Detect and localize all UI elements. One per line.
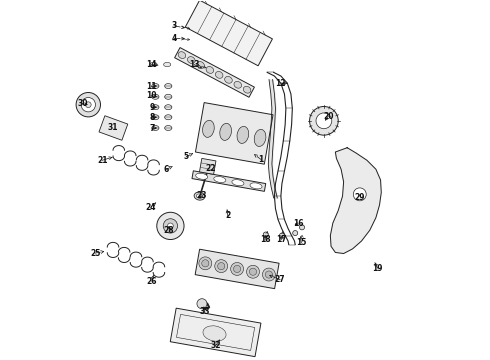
Ellipse shape	[152, 94, 159, 99]
Text: 32: 32	[210, 341, 221, 350]
Text: 31: 31	[108, 123, 118, 132]
Ellipse shape	[194, 192, 205, 200]
Polygon shape	[170, 308, 261, 357]
Circle shape	[215, 260, 228, 273]
Text: 20: 20	[323, 112, 334, 121]
Polygon shape	[185, 0, 272, 66]
Circle shape	[249, 268, 257, 275]
Text: 30: 30	[77, 99, 88, 108]
Text: 3: 3	[172, 21, 176, 30]
Text: 6: 6	[164, 165, 169, 174]
Ellipse shape	[178, 52, 186, 59]
Text: 27: 27	[275, 275, 286, 284]
Ellipse shape	[164, 62, 171, 67]
Ellipse shape	[214, 176, 226, 183]
Circle shape	[76, 93, 100, 117]
Polygon shape	[330, 148, 381, 253]
Ellipse shape	[203, 326, 226, 341]
Text: 11: 11	[146, 82, 156, 91]
Text: 19: 19	[372, 264, 383, 273]
Text: 10: 10	[146, 91, 156, 100]
Ellipse shape	[152, 126, 159, 131]
Text: 5: 5	[184, 152, 189, 161]
Text: 16: 16	[293, 219, 303, 228]
Circle shape	[85, 102, 91, 108]
Text: 15: 15	[296, 238, 306, 247]
Text: 14: 14	[147, 60, 157, 69]
Circle shape	[157, 212, 184, 239]
Circle shape	[279, 233, 285, 238]
Ellipse shape	[254, 129, 266, 147]
Text: 18: 18	[260, 235, 270, 244]
Circle shape	[202, 260, 209, 267]
Circle shape	[316, 113, 332, 129]
Circle shape	[234, 265, 241, 273]
Circle shape	[81, 98, 96, 112]
Circle shape	[231, 262, 244, 275]
Ellipse shape	[188, 57, 195, 63]
Text: 1: 1	[259, 155, 264, 164]
Polygon shape	[196, 103, 273, 164]
Text: 8: 8	[149, 113, 154, 122]
Circle shape	[293, 230, 298, 235]
Ellipse shape	[196, 194, 203, 198]
Text: 17: 17	[276, 235, 287, 244]
Ellipse shape	[250, 183, 262, 189]
Ellipse shape	[202, 120, 214, 138]
Text: 24: 24	[146, 203, 156, 212]
Circle shape	[353, 188, 366, 201]
Circle shape	[168, 223, 173, 229]
Circle shape	[199, 257, 212, 270]
Text: 25: 25	[90, 249, 100, 258]
Ellipse shape	[243, 86, 251, 93]
Ellipse shape	[152, 105, 159, 110]
Text: 23: 23	[196, 190, 206, 199]
Text: 13: 13	[189, 60, 199, 69]
Text: 4: 4	[172, 34, 176, 43]
Ellipse shape	[206, 67, 214, 73]
Ellipse shape	[216, 72, 223, 78]
Ellipse shape	[150, 62, 157, 67]
Ellipse shape	[165, 84, 172, 89]
Circle shape	[299, 225, 304, 230]
Circle shape	[263, 268, 275, 281]
Text: 21: 21	[97, 156, 107, 165]
Ellipse shape	[165, 126, 172, 131]
Ellipse shape	[165, 94, 172, 99]
Ellipse shape	[196, 173, 208, 179]
Circle shape	[263, 232, 269, 237]
Text: 28: 28	[164, 226, 174, 235]
Text: 9: 9	[149, 103, 154, 112]
Polygon shape	[199, 158, 216, 174]
Text: 12: 12	[275, 80, 286, 89]
Circle shape	[265, 271, 272, 278]
Ellipse shape	[234, 81, 242, 88]
Text: 26: 26	[147, 276, 157, 285]
Ellipse shape	[232, 180, 244, 186]
Circle shape	[246, 265, 260, 278]
Ellipse shape	[165, 105, 172, 110]
Circle shape	[218, 262, 225, 270]
Ellipse shape	[152, 84, 159, 89]
Ellipse shape	[225, 76, 232, 83]
Polygon shape	[174, 48, 254, 97]
Polygon shape	[192, 171, 266, 192]
Polygon shape	[99, 116, 128, 140]
Ellipse shape	[237, 126, 249, 143]
Circle shape	[163, 219, 177, 233]
Text: 2: 2	[225, 211, 230, 220]
Text: 29: 29	[354, 193, 365, 202]
Polygon shape	[195, 249, 279, 289]
Ellipse shape	[197, 62, 204, 68]
Ellipse shape	[165, 115, 172, 120]
Text: 33: 33	[199, 307, 210, 316]
Text: 22: 22	[205, 164, 216, 173]
Ellipse shape	[152, 115, 159, 120]
Circle shape	[197, 299, 207, 309]
Ellipse shape	[220, 123, 231, 140]
Text: 7: 7	[149, 123, 154, 132]
Circle shape	[310, 107, 338, 135]
